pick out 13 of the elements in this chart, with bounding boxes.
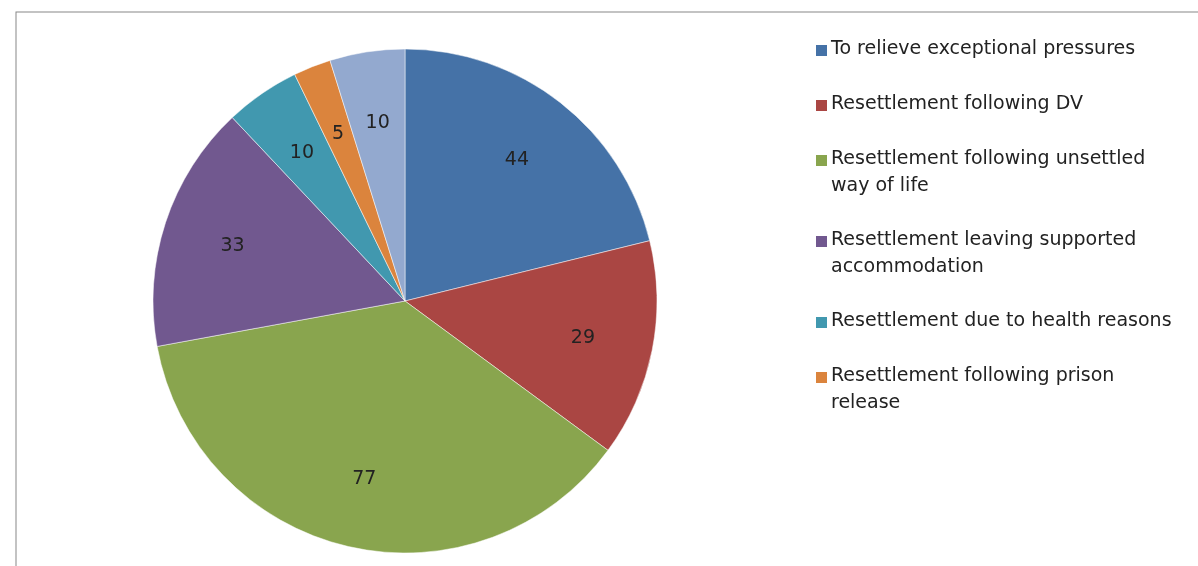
data-label: 10 xyxy=(365,110,390,133)
data-label: 44 xyxy=(504,146,529,169)
data-label: 29 xyxy=(570,325,596,348)
data-label: 10 xyxy=(289,140,315,163)
legend-label: Resettlement leaving supported accommodation xyxy=(831,227,1137,276)
legend-label: Resettlement following prison release xyxy=(831,363,1115,412)
data-label: 33 xyxy=(220,233,245,256)
legend-label: To relieve exceptional pressures xyxy=(830,36,1136,58)
legend-label: Resettlement following unsettled way of life xyxy=(831,146,1146,195)
data-label: 5 xyxy=(332,120,345,143)
legend-label: Resettlement following DV xyxy=(831,91,1083,113)
legend-label: Resettlement due to health reasons xyxy=(831,308,1172,330)
data-label: 77 xyxy=(352,466,377,489)
